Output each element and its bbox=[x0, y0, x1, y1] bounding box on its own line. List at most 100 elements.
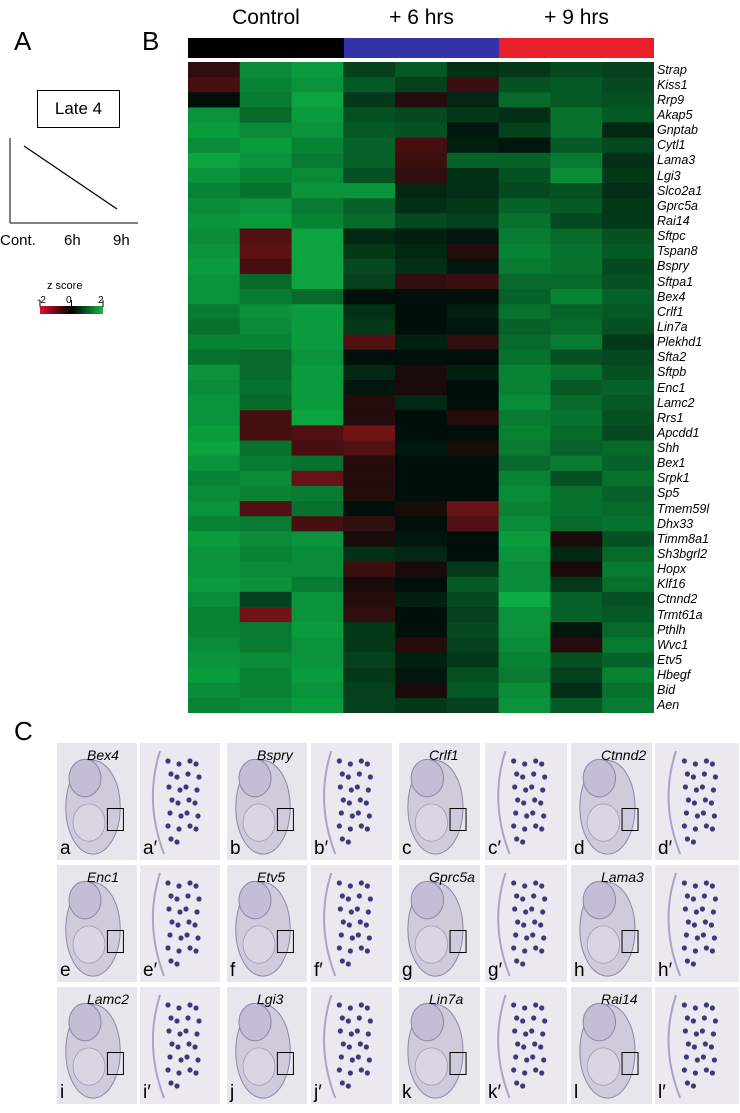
heatmap-cell-hopx-2 bbox=[291, 561, 344, 578]
ish-embryo-image bbox=[227, 865, 307, 982]
zscore-tick-max: 2 bbox=[98, 295, 104, 306]
heatmap-cell-sp5-2 bbox=[291, 485, 344, 502]
heatmap-cell-sfta2-5 bbox=[446, 349, 500, 366]
trend-line bbox=[23, 145, 118, 210]
heatmap-cell-sh3bgrl2-2 bbox=[291, 546, 344, 563]
heatmap-cell-srpk1-7 bbox=[550, 470, 603, 487]
heatmap-cell-trmt61a-3 bbox=[343, 607, 396, 623]
panel-label-a: A bbox=[14, 26, 32, 56]
ish-embryo-image bbox=[571, 743, 652, 860]
heatmap-cell-tmem59l-7 bbox=[550, 501, 603, 517]
heatmap-cell-bex1-3 bbox=[343, 455, 396, 472]
ish-embryo-image bbox=[57, 743, 137, 860]
heatmap-cell-rrs1-4 bbox=[395, 410, 448, 426]
heatmap-cell-tspan8-2 bbox=[291, 243, 344, 260]
heatmap-cell-slco2a1-1 bbox=[239, 183, 293, 199]
heatmap-cell-lamc2-5 bbox=[446, 395, 500, 411]
heatmap-cell-rrp9-3 bbox=[343, 92, 396, 109]
heatmap-cell-plekhd1-0 bbox=[188, 334, 241, 351]
heatmap-cell-plekhd1-8 bbox=[602, 334, 654, 351]
heatmap-cell-rrp9-8 bbox=[602, 92, 654, 109]
heatmap-cell-timm8a1-6 bbox=[498, 531, 552, 548]
heatmap-cell-crlf1-6 bbox=[498, 304, 552, 320]
heatmap-cell-lama3-5 bbox=[446, 152, 500, 169]
zoom-tissue bbox=[497, 872, 548, 977]
heatmap-cell-gnptab-5 bbox=[446, 122, 500, 139]
heatmap-cell-wvc1-3 bbox=[343, 637, 396, 654]
heatmap-cell-lin7a-3 bbox=[343, 319, 396, 336]
gene-label: Ctnnd2 bbox=[657, 592, 698, 607]
heatmap-cell-timm8a1-3 bbox=[343, 531, 396, 548]
heatmap-cell-etv5-8 bbox=[602, 652, 654, 669]
heatmap-cell-hbegf-7 bbox=[550, 667, 603, 684]
heatmap-cell-slco2a1-8 bbox=[602, 183, 654, 199]
ish-gene-label: Lamc2 bbox=[87, 991, 130, 1007]
heatmap-cell-dhx33-0 bbox=[188, 516, 241, 532]
heatmap-cell-hbegf-2 bbox=[291, 667, 344, 684]
gene-label: Enc1 bbox=[657, 380, 686, 395]
heatmap-cell-lamc2-3 bbox=[343, 395, 396, 411]
heatmap-cell-bex1-5 bbox=[446, 455, 500, 472]
zoom-tissue bbox=[151, 750, 202, 855]
heatmap-cell-bspry-5 bbox=[446, 258, 500, 275]
heatmap-cell-bex1-4 bbox=[395, 455, 448, 472]
gene-label: Apcdd1 bbox=[657, 425, 700, 440]
heatmap-cell-tmem59l-1 bbox=[239, 501, 293, 517]
heatmap-cell-kiss1-6 bbox=[498, 77, 552, 93]
heatmap-cell-sftpa1-1 bbox=[239, 273, 293, 290]
gene-label: Bex1 bbox=[657, 456, 686, 471]
zoom-tissue bbox=[667, 994, 718, 1099]
ish-zoom-letter: g′ bbox=[488, 960, 503, 981]
heatmap-cell-bex4-0 bbox=[188, 289, 241, 305]
heatmap-cell-pthlh-2 bbox=[291, 622, 344, 638]
heatmap-cell-shh-0 bbox=[188, 440, 241, 457]
heatmap-cell-hbegf-3 bbox=[343, 667, 396, 684]
heatmap-cell-sftpb-6 bbox=[498, 364, 552, 381]
heatmap-cell-sftpc-8 bbox=[602, 228, 654, 245]
heatmap-cell-sftpb-4 bbox=[395, 364, 448, 381]
heatmap-cell-kiss1-3 bbox=[343, 77, 396, 93]
heatmap-cell-ctnnd2-1 bbox=[239, 591, 293, 608]
heatmap-cell-gprc5a-7 bbox=[550, 198, 603, 214]
heatmap-cell-rrp9-1 bbox=[239, 92, 293, 109]
heatmap-cell-etv5-7 bbox=[550, 652, 603, 669]
ish-embryo-image bbox=[57, 865, 137, 982]
heatmap-cell-sh3bgrl2-6 bbox=[498, 546, 552, 563]
heatmap-cell-timm8a1-4 bbox=[395, 531, 448, 548]
heatmap-cell-bex4-4 bbox=[395, 289, 448, 305]
heatmap-cell-lin7a-6 bbox=[498, 319, 552, 336]
heatmap-cell-crlf1-3 bbox=[343, 304, 396, 320]
ish-zoom-letter: c′ bbox=[488, 838, 502, 859]
heatmap-cell-bex1-1 bbox=[239, 455, 293, 472]
ish-zoom-image bbox=[485, 865, 567, 982]
gene-label: Gprc5a bbox=[657, 198, 698, 213]
heatmap-cell-tspan8-5 bbox=[446, 243, 500, 260]
heatmap-cell-lgi3-7 bbox=[550, 167, 603, 184]
embryo-shape bbox=[235, 1002, 294, 1099]
heatmap-cell-wvc1-2 bbox=[291, 637, 344, 654]
ish-embryo-image bbox=[57, 987, 137, 1104]
heatmap-cell-bspry-1 bbox=[239, 258, 293, 275]
heatmap-cell-sftpb-2 bbox=[291, 364, 344, 381]
heatmap-cell-bspry-8 bbox=[602, 258, 654, 275]
heatmap-cell-cytl1-3 bbox=[343, 137, 396, 154]
heatmap bbox=[188, 62, 654, 713]
heatmap-cell-wvc1-6 bbox=[498, 637, 552, 654]
trend-x-label-9h: 9h bbox=[113, 232, 130, 249]
heatmap-cell-shh-8 bbox=[602, 440, 654, 457]
heatmap-cell-sftpc-1 bbox=[239, 228, 293, 245]
heatmap-cell-ctnnd2-7 bbox=[550, 591, 603, 608]
cluster-title-box: Late 4 bbox=[37, 90, 120, 128]
ish-zoom-image bbox=[485, 743, 567, 860]
heatmap-cell-gprc5a-2 bbox=[291, 198, 344, 214]
heatmap-cell-sp5-4 bbox=[395, 485, 448, 502]
heatmap-cell-gprc5a-1 bbox=[239, 198, 293, 214]
zscore-ticks bbox=[39, 300, 104, 307]
heatmap-cell-rrp9-2 bbox=[291, 92, 344, 109]
heatmap-cell-slco2a1-5 bbox=[446, 183, 500, 199]
ish-gene-label: Rai14 bbox=[601, 991, 638, 1007]
embryo-shape bbox=[579, 758, 639, 855]
ish-panel-letter: e bbox=[60, 960, 71, 981]
heatmap-cell-dhx33-3 bbox=[343, 516, 396, 532]
heatmap-cell-bid-7 bbox=[550, 682, 603, 699]
